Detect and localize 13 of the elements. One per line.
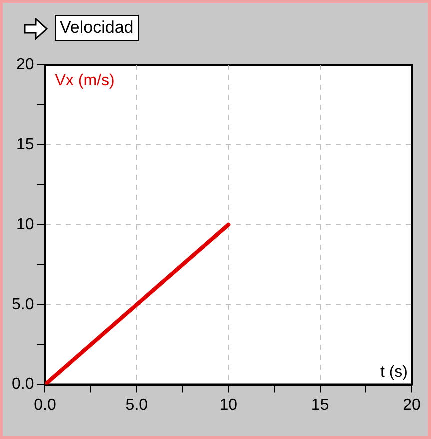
x-tick-label: 20 xyxy=(403,396,421,414)
y-tick-label: 20 xyxy=(16,56,34,74)
y-tick-label: 0.0 xyxy=(12,376,34,394)
x-tick-label: 15 xyxy=(311,396,330,414)
y-axis-title: Vx (m/s) xyxy=(55,72,115,90)
y-tick-label: 10 xyxy=(16,216,34,234)
y-tick-label: 15 xyxy=(16,136,34,154)
x-tick-label: 10 xyxy=(220,396,238,414)
x-tick-label: 5.0 xyxy=(126,396,148,414)
x-tick-label: 0.0 xyxy=(34,396,56,414)
chart-title: Velocidad xyxy=(55,15,139,41)
x-axis-title: t (s) xyxy=(380,364,408,382)
y-tick-label: 5.0 xyxy=(12,296,34,314)
